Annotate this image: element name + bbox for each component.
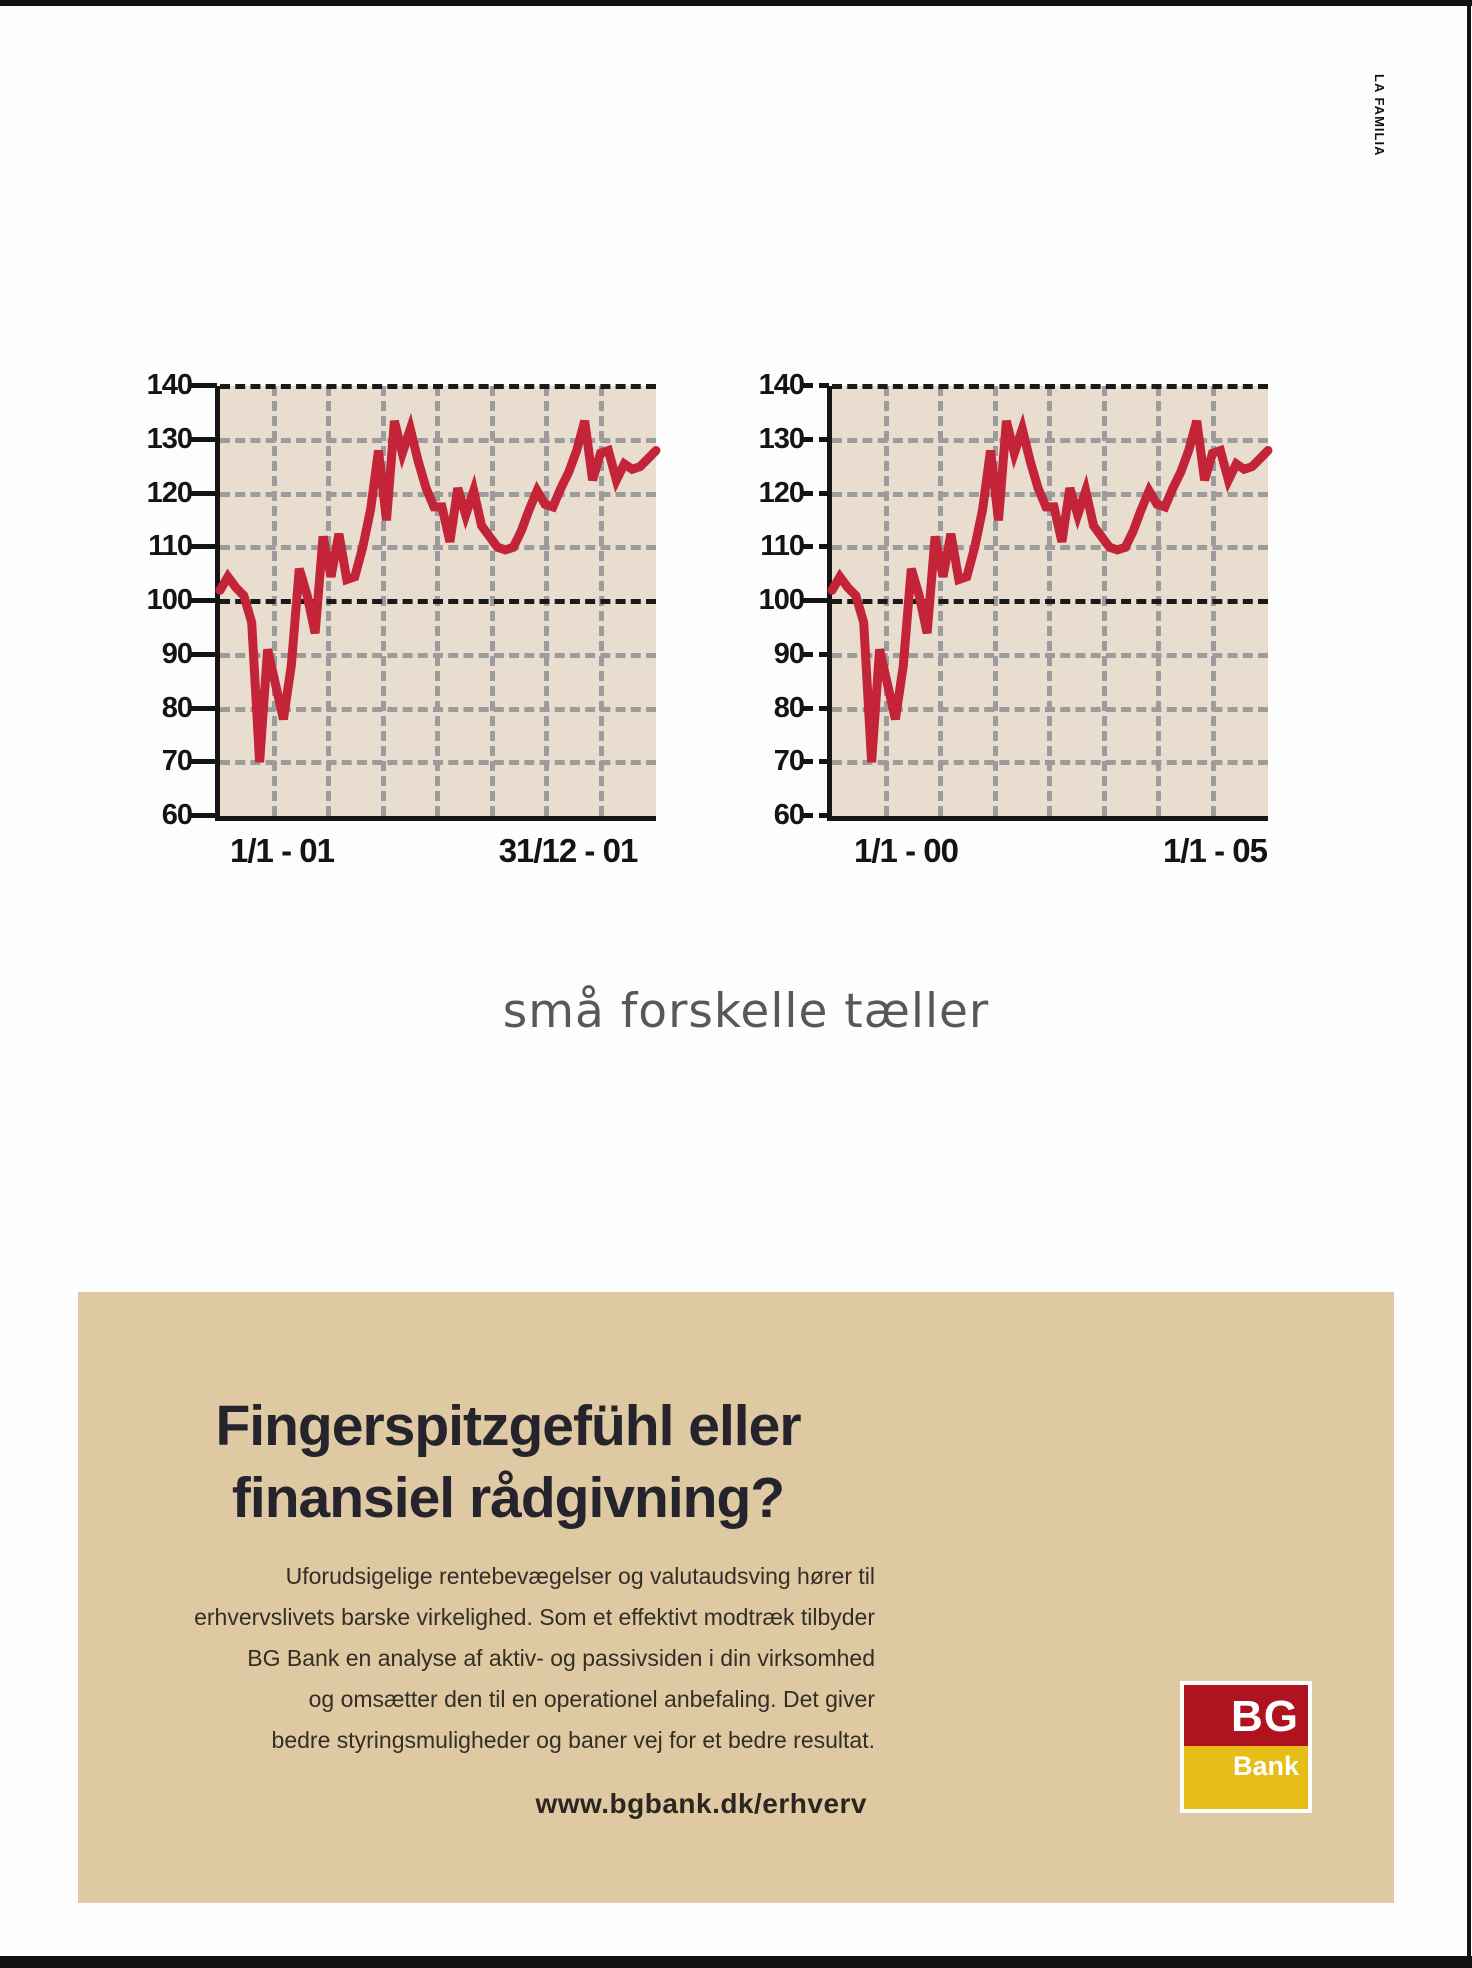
gridline-horizontal [220,384,656,389]
y-axis-tick [803,813,829,818]
y-axis-tick [191,490,217,496]
logo-yellow-section: Bank [1184,1746,1308,1809]
y-axis-tick [191,436,217,442]
y-axis-tick [803,436,829,442]
y-axis-label: 80 [161,691,193,724]
y-axis-tick [191,544,217,550]
gridline-horizontal [832,491,1268,497]
y-axis-tick [191,813,217,818]
y-axis-label: 140 [758,369,805,401]
gridline-horizontal [220,545,656,551]
y-axis-tick [191,383,217,388]
x-axis-label: 1/1 - 00 [854,832,959,869]
gridline-horizontal [832,437,1268,443]
gridline-horizontal [832,384,1268,389]
y-axis-label: 70 [161,745,193,778]
gridline-horizontal [220,437,656,443]
bg-bank-logo: BG Bank [1180,1681,1312,1813]
logo-red-section: BG [1184,1685,1308,1746]
y-axis-label: 60 [161,799,193,831]
magazine-name: LA FAMILIA [1372,74,1387,157]
x-axis-label: 31/12 - 01 [498,832,639,869]
ad-body-line: erhvervslivets barske virkelighed. Som e… [194,1604,875,1630]
gridline-horizontal [832,652,1268,658]
bottom-rule [0,1956,1472,1968]
y-axis-label: 80 [773,691,805,724]
y-axis-tick [191,705,217,711]
y-axis-tick [803,544,829,550]
ad-headline-line1: Fingerspitzgefühl eller [215,1394,801,1458]
y-axis-tick [803,383,829,388]
y-axis-tick [191,651,217,657]
y-axis-label: 70 [773,745,805,778]
gridline-horizontal [220,599,656,604]
y-axis-label: 110 [760,530,805,563]
gridline-horizontal [832,706,1268,712]
logo-bank-text: Bank [1232,1751,1299,1781]
gridline-horizontal [220,760,656,766]
index-line [827,412,1273,763]
ad-body: Uforudsigelige rentebevægelser og valuta… [120,1556,875,1761]
ad-body-line: bedre styringsmuligheder og baner vej fo… [271,1727,875,1753]
y-axis-label: 130 [758,422,805,455]
y-axis-label: 140 [146,369,193,401]
gridline-horizontal [220,652,656,658]
y-axis-tick [803,598,829,603]
ad-panel: Fingerspitzgefühl eller finansiel rådgiv… [78,1292,1394,1903]
x-axis-label: 1/1 - 01 [230,832,335,869]
ad-headline: Fingerspitzgefühl eller finansiel rådgiv… [108,1390,908,1534]
tagline: små forskelle tæller [502,984,990,1039]
ad-url: www.bgbank.dk/erhverv [535,1788,867,1819]
top-rule [0,0,1472,6]
y-axis-label: 90 [773,637,805,670]
y-axis-label: 100 [758,584,805,616]
gridline-horizontal [832,760,1268,766]
logo-bg-text: BG [1231,1692,1299,1741]
ad-body-line: Uforudsigelige rentebevægelser og valuta… [285,1563,875,1589]
y-axis-label: 110 [148,530,193,563]
right-rule [1467,0,1471,1968]
y-axis-label: 60 [773,799,805,831]
gridline-horizontal [220,706,656,712]
y-axis-tick [191,598,217,603]
y-axis-tick [803,705,829,711]
y-axis-label: 90 [161,637,193,670]
gridline-horizontal [220,491,656,497]
y-axis-label: 120 [146,476,193,509]
gridline-horizontal [832,545,1268,551]
ad-headline-line2: finansiel rådgivning? [231,1466,785,1530]
index-chart-one-year: 60 70 80 90 100 110 120 130 140 1/1 - 01 31/12 - 0… [147,369,661,869]
ad-body-line: og omsætter den til en operationel anbef… [308,1686,875,1712]
index-line [215,412,661,763]
y-axis-tick [803,759,829,765]
y-axis-tick [191,759,217,765]
y-axis-tick [803,651,829,657]
y-axis-label: 120 [758,476,805,509]
index-chart-five-year: 60 70 80 90 100 110 120 130 140 1/1 - 00 1/1 - 05 [759,369,1273,869]
y-axis-label: 130 [146,422,193,455]
x-axis-label: 1/1 - 05 [1163,832,1268,869]
gridline-horizontal [832,599,1268,604]
ad-body-line: BG Bank en analyse af aktiv- og passivsi… [247,1645,875,1671]
y-axis-tick [803,490,829,496]
y-axis-label: 100 [146,584,193,616]
